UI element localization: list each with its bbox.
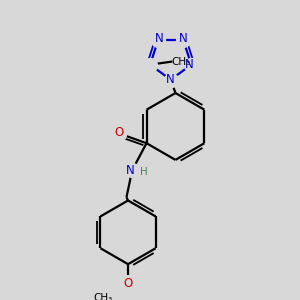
Text: O: O	[123, 277, 133, 290]
Text: CH₃: CH₃	[172, 56, 191, 67]
Text: N: N	[155, 32, 164, 45]
Text: O: O	[114, 125, 123, 139]
Text: N: N	[126, 164, 135, 177]
Text: H: H	[140, 167, 148, 178]
Text: CH₃: CH₃	[93, 292, 112, 300]
Text: N: N	[185, 58, 194, 71]
Text: N: N	[166, 73, 175, 86]
Text: N: N	[179, 32, 188, 45]
